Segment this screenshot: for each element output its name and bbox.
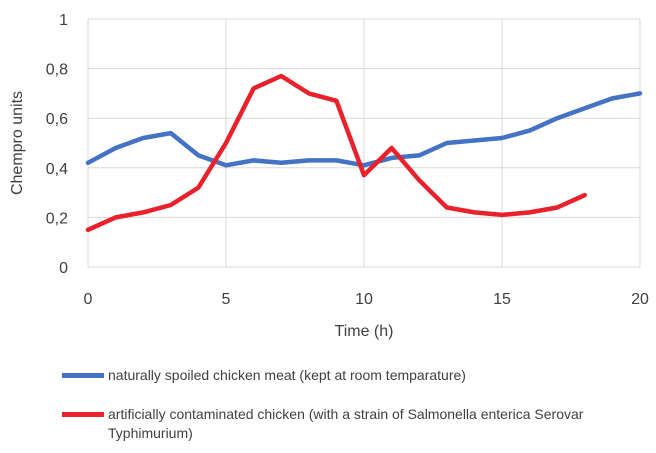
- y-tick-label: 0,6: [46, 111, 68, 128]
- x-tick-label: 20: [631, 291, 649, 308]
- y-tick-label: 0,4: [46, 161, 68, 178]
- legend-label-naturally-spoiled: naturally spoiled chicken meat (kept at …: [108, 367, 466, 383]
- x-axis-label: Time (h): [335, 323, 394, 340]
- series-line-1: [85, 91, 643, 168]
- legend: naturally spoiled chicken meat (kept at …: [62, 366, 608, 443]
- y-tick-label: 1: [59, 12, 68, 29]
- x-tick-label: 5: [222, 291, 231, 308]
- legend-item-naturally-spoiled: naturally spoiled chicken meat (kept at …: [62, 366, 608, 385]
- series-line-2: [85, 73, 588, 233]
- x-tick-label: 10: [355, 291, 373, 308]
- legend-swatch-red: [62, 412, 104, 417]
- y-axis-label: Chempro units: [9, 91, 26, 195]
- legend-swatch-blue: [62, 373, 104, 378]
- series-lines: [85, 73, 643, 233]
- y-tick-label: 0,8: [46, 62, 68, 79]
- tick-labels: 00,20,40,60,810 5 10 15 20: [46, 12, 649, 308]
- x-tick-label: 15: [493, 291, 511, 308]
- line-chart: 00,20,40,60,810 5 10 15 20 Time (h) Chempro …: [9, 12, 649, 340]
- legend-label-artificially-contaminated: artificially contaminated chicken (with …: [108, 406, 584, 441]
- x-tick-label: 0: [84, 291, 93, 308]
- gridlines: [87, 18, 641, 268]
- legend-item-artificially-contaminated: artificially contaminated chicken (with …: [62, 405, 608, 443]
- y-tick-label: 0: [59, 260, 68, 277]
- y-tick-label: 0,2: [46, 210, 68, 227]
